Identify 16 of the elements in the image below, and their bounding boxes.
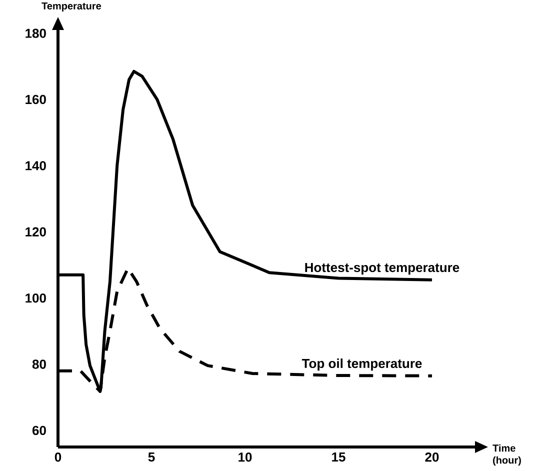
y-tick-label: 120 [26, 227, 46, 236]
x-tick-label: 10 [238, 452, 252, 462]
y-tick-label: 60 [32, 426, 46, 436]
x-tick-label: 20 [425, 452, 439, 462]
y-tick-label: 100 [26, 293, 46, 303]
x-axis-title: Time (hour) [492, 444, 521, 466]
x-tick-label: 5 [148, 452, 155, 462]
y-tick-label: 80 [32, 360, 46, 369]
y-tick-label: 180 [26, 28, 46, 38]
series-label: Hottest-spot temperature [305, 263, 460, 275]
y-tick-label: 160 [26, 94, 46, 104]
series-label: Top oil temperature [302, 358, 422, 371]
y-tick-label: 140 [26, 161, 46, 170]
x-tick-label: 0 [54, 452, 62, 462]
y-axis-title: Temperature [42, 2, 102, 12]
x-tick-label: 15 [332, 452, 346, 462]
